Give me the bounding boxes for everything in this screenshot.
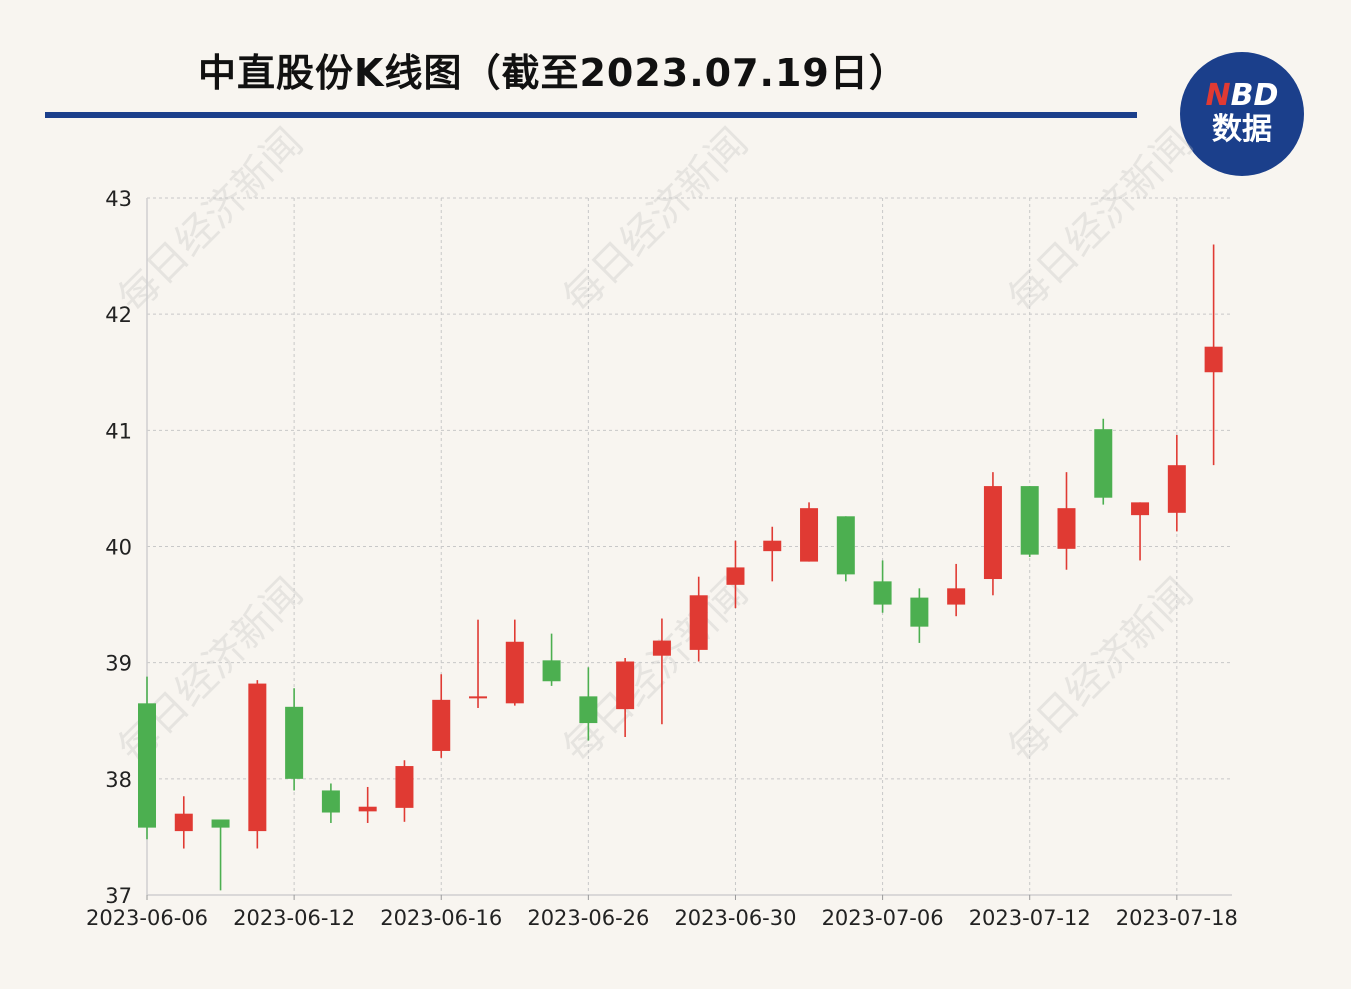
candle xyxy=(248,680,267,849)
candle-body xyxy=(873,581,892,605)
candle-body xyxy=(910,597,929,627)
logo-bottom-text: 数据 xyxy=(1212,112,1272,147)
logo-bd-letters: BD xyxy=(1230,78,1279,113)
candle-body xyxy=(542,660,561,682)
candle-body xyxy=(285,706,304,779)
candle xyxy=(395,760,414,822)
axes xyxy=(146,198,1232,900)
candle xyxy=(1057,472,1076,570)
candle xyxy=(174,796,193,849)
x-tick-label: 2023-06-12 xyxy=(233,906,355,930)
candle xyxy=(1094,418,1113,505)
candle xyxy=(910,588,929,643)
candle-body xyxy=(689,595,708,650)
candle-body xyxy=(1167,465,1186,513)
candle xyxy=(1167,434,1186,532)
candle-body xyxy=(1204,346,1223,373)
candle-body xyxy=(579,696,598,724)
candle xyxy=(652,618,671,725)
watermark-text: 每日经济新闻 xyxy=(1000,120,1202,322)
grid-lines xyxy=(147,197,1232,895)
candle xyxy=(579,667,598,741)
candle xyxy=(763,526,782,582)
candle xyxy=(983,472,1002,596)
candle xyxy=(138,676,156,840)
candle xyxy=(432,674,451,758)
watermark-text: 每日经济新闻 xyxy=(555,570,757,772)
candles xyxy=(138,244,1223,891)
candle-body xyxy=(211,819,230,828)
x-tick-label: 2023-06-26 xyxy=(527,906,649,930)
candle xyxy=(1020,486,1039,557)
candle-body xyxy=(947,588,966,605)
candle-body xyxy=(505,641,524,704)
candle-body xyxy=(616,661,635,710)
title-underline xyxy=(45,112,1137,118)
y-tick-label: 39 xyxy=(105,652,132,676)
candle-body xyxy=(726,567,745,585)
candle xyxy=(726,540,745,609)
candle-body xyxy=(652,640,671,656)
x-tick-label: 2023-07-06 xyxy=(822,906,944,930)
candle xyxy=(285,688,304,791)
logo-n-letter: N xyxy=(1205,78,1231,113)
candle-body xyxy=(174,813,193,832)
x-tick-label: 2023-06-30 xyxy=(674,906,796,930)
candle-body xyxy=(469,696,488,699)
x-tick-label: 2023-07-18 xyxy=(1116,906,1238,930)
chart-title: 中直股份K线图（截至2023.07.19日） xyxy=(198,51,908,95)
candle xyxy=(321,783,340,823)
x-tick-label: 2023-06-06 xyxy=(86,906,208,930)
candle-body xyxy=(248,683,267,832)
candle xyxy=(1204,244,1223,466)
candle-body xyxy=(432,699,451,751)
candle xyxy=(947,563,966,617)
y-tick-label: 38 xyxy=(105,768,132,792)
candle xyxy=(542,633,561,686)
y-tick-label: 43 xyxy=(105,187,132,211)
candle-body xyxy=(983,486,1002,580)
watermark-text: 每日经济新闻 xyxy=(110,120,312,322)
candle-body xyxy=(763,540,782,552)
candle-body xyxy=(1094,429,1113,498)
candle xyxy=(836,516,855,582)
candle xyxy=(689,576,708,662)
candle xyxy=(616,658,635,738)
tick-labels: 37 38 39 40 41 42 43 2023-06-06 2023-06-12 2023-0… xyxy=(86,187,1238,930)
logo-top-text: NBD xyxy=(1206,80,1279,112)
y-tick-label: 40 xyxy=(105,536,132,560)
y-tick-label: 41 xyxy=(105,419,132,443)
watermark-text: 每日经济新闻 xyxy=(555,120,757,322)
candle xyxy=(800,502,819,562)
nbd-logo: NBD 数据 xyxy=(1180,52,1304,176)
candle-body xyxy=(836,516,855,575)
x-tick-label: 2023-06-16 xyxy=(380,906,502,930)
candle-body xyxy=(395,766,414,808)
candle-body xyxy=(321,790,340,813)
candle xyxy=(211,819,230,891)
y-tick-label: 42 xyxy=(105,303,132,327)
y-tick-label: 37 xyxy=(105,884,132,908)
candle-body xyxy=(1131,502,1150,516)
candle xyxy=(1131,502,1150,561)
candle-body xyxy=(358,806,377,812)
candle xyxy=(505,619,524,706)
candle xyxy=(358,786,377,823)
candle-body xyxy=(138,703,156,828)
candle xyxy=(873,560,892,613)
candle-body xyxy=(800,508,819,562)
x-tick-label: 2023-07-12 xyxy=(969,906,1091,930)
candle-body xyxy=(1057,508,1076,549)
candle-body xyxy=(1020,486,1039,555)
candle xyxy=(469,619,488,708)
